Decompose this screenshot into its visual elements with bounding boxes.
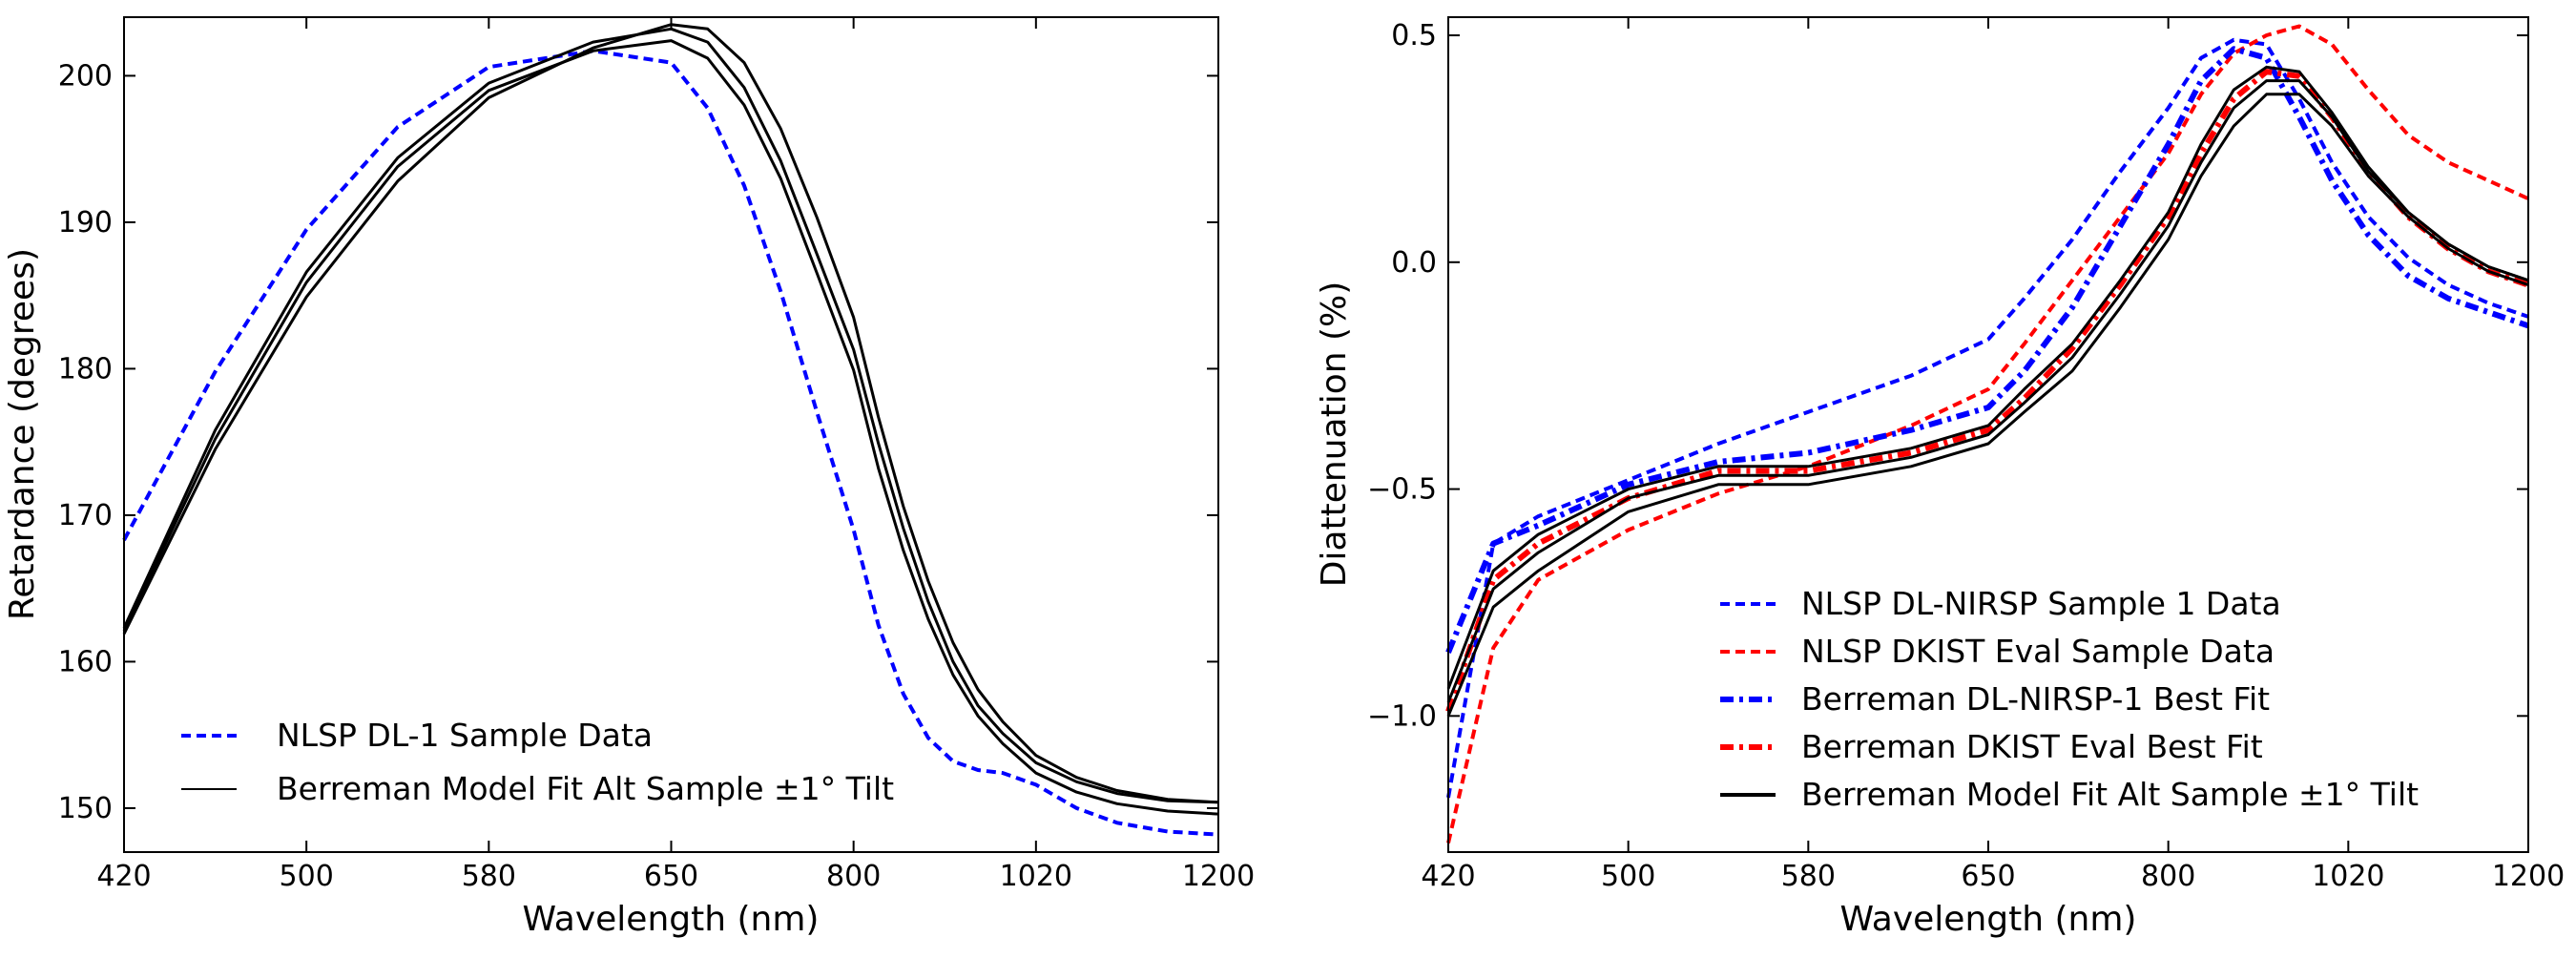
legend-label-berreman-alt-right: Berreman Model Fit Alt Sample ±1° Tilt	[1801, 776, 2419, 813]
legend-label-berreman-dkist: Berreman DKIST Eval Best Fit	[1801, 728, 2263, 765]
retardance-y-ticks: 150 160 170 180 190 200	[58, 59, 1218, 825]
diattenuation-series-line-4	[1446, 79, 2529, 703]
retardance-series-line-1	[122, 27, 1219, 804]
diattenuation-y-tick-label: 0.0	[1391, 246, 1437, 280]
diattenuation-series-line-6	[1446, 93, 2529, 717]
diattenuation-x-tick-label: 1200	[2492, 860, 2565, 893]
diattenuation-y-tick-label: −1.0	[1367, 699, 1437, 733]
diattenuation-series-line-5	[1446, 65, 2529, 690]
diattenuation-y-ticks: −1.0 −0.5 0.0 0.5	[1367, 19, 2528, 733]
retardance-x-tick-label: 1200	[1182, 860, 1255, 893]
retardance-legend: NLSP DL-1 Sample Data Berreman Model Fit…	[181, 717, 894, 807]
retardance-series-group	[122, 23, 1219, 837]
retardance-y-axis-label: Retardance (degrees)	[3, 248, 42, 620]
diattenuation-legend: NLSP DL-NIRSP Sample 1 Data NLSP DKIST E…	[1720, 585, 2419, 813]
diattenuation-y-axis-label: Diattenuation (%)	[1315, 281, 1354, 588]
legend-label-nlsp-dl1: NLSP DL-1 Sample Data	[277, 717, 653, 754]
diattenuation-x-ticks: 420 500 580 650 800 1020 1200	[1421, 17, 2565, 893]
diattenuation-x-tick-label: 500	[1601, 860, 1655, 893]
diattenuation-x-tick-label: 580	[1781, 860, 1836, 893]
legend-label-nlsp-dkist: NLSP DKIST Eval Sample Data	[1801, 633, 2275, 670]
retardance-x-tick-label: 800	[826, 860, 881, 893]
retardance-series-line-2	[122, 23, 1219, 804]
legend-label-nlsp-dlnirsp: NLSP DL-NIRSP Sample 1 Data	[1801, 585, 2281, 622]
retardance-y-tick-label: 190	[58, 206, 113, 240]
diattenuation-x-tick-label: 650	[1961, 860, 2015, 893]
retardance-x-axis-label: Wavelength (nm)	[523, 900, 820, 939]
retardance-x-tick-label: 650	[644, 860, 698, 893]
retardance-x-tick-label: 500	[280, 860, 334, 893]
retardance-x-ticks: 420 500 580 650 800 1020 1200	[96, 17, 1255, 893]
retardance-x-tick-label: 580	[462, 860, 516, 893]
retardance-y-tick-label: 170	[58, 499, 113, 532]
legend-label-berreman-alt: Berreman Model Fit Alt Sample ±1° Tilt	[277, 770, 894, 807]
diattenuation-x-tick-label: 1020	[2312, 860, 2384, 893]
diattenuation-series-line-3	[1445, 69, 2529, 713]
diattenuation-chart: 420 500 580 650 800 1020 1200 −1.0 −0.5 0.0 0.5 W…	[1315, 16, 2565, 939]
retardance-y-tick-label: 180	[58, 352, 113, 385]
retardance-series-line-0	[122, 49, 1219, 837]
retardance-x-tick-label: 1020	[1000, 860, 1072, 893]
diattenuation-y-tick-label: −0.5	[1367, 473, 1437, 507]
retardance-y-tick-label: 160	[58, 645, 113, 678]
diattenuation-x-axis-label: Wavelength (nm)	[1840, 900, 2137, 939]
retardance-series-line-3	[122, 39, 1219, 816]
retardance-x-tick-label: 420	[96, 860, 151, 893]
retardance-chart: 420 500 580 650 800 1020 1200 150 160 170 180 190 2…	[3, 16, 1255, 939]
retardance-y-tick-label: 200	[58, 59, 113, 93]
diattenuation-y-tick-label: 0.5	[1391, 19, 1437, 52]
diattenuation-series-group	[1445, 24, 2529, 843]
diattenuation-x-tick-label: 420	[1421, 860, 1475, 893]
legend-label-berreman-dlnirsp: Berreman DL-NIRSP-1 Best Fit	[1801, 680, 2270, 718]
retardance-y-tick-label: 150	[58, 792, 113, 825]
diattenuation-series-line-2	[1445, 46, 2529, 654]
diattenuation-x-tick-label: 800	[2141, 860, 2195, 893]
